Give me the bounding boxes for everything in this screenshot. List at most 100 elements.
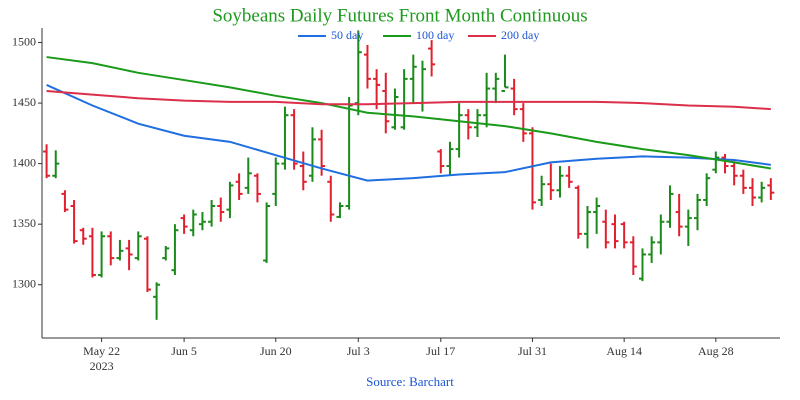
ohlc-bar [666,185,674,228]
x-tick-label: Jul 17 [426,344,455,358]
ohlc-bar [638,248,646,282]
ohlc-bar [748,178,756,207]
x-year-label: 2023 [90,359,114,373]
x-tick-label: Aug 14 [606,344,642,358]
ohlc-bar [492,72,500,104]
ohlc-bar [171,224,179,276]
ohlc-bar [88,227,96,278]
ohlc-bar [244,157,252,194]
ohlc-bar [391,88,399,130]
x-tick-label: Jul 3 [347,344,370,358]
ohlc-bar [143,236,151,292]
ohlc-bar [501,54,509,92]
ohlc-bar [98,231,106,278]
ohlc-bar [620,221,628,249]
ohlc-bar [272,157,280,207]
ohlc-bar [253,173,261,203]
ohlc-bar [198,212,206,231]
y-tick-label: 1300 [12,276,36,290]
ohlc-bar [134,231,142,261]
ohlc-bar [437,149,445,174]
ohlc-bar [180,214,188,234]
ohlc-bar [712,151,720,174]
ohlc-bar [602,209,610,249]
ohlc-bar [43,144,51,179]
ohlc-bar [547,163,555,200]
ohlc-bar [428,40,436,77]
ohlc-bar [235,173,243,200]
ohlc-bar [354,30,362,116]
ohlc-bar [767,178,775,200]
ohlc-bar [363,44,371,89]
ohlc-bar [263,202,271,263]
ohlc-bar [153,282,161,320]
ohlc-bar [721,153,729,174]
ohlc-bar [583,206,591,249]
ohlc-bar [510,78,518,116]
ohlc-bar [107,231,115,266]
ohlc-bar [538,175,546,207]
ohlc-bar [281,106,289,170]
ma-line [46,84,771,182]
ohlc-bar [455,103,463,158]
ohlc-bar [327,175,335,222]
ohlc-bar [675,193,683,237]
ohlc-bar [162,245,170,261]
ohlc-bar [629,236,637,276]
y-tick-label: 1450 [12,95,36,109]
ohlc-bar [574,185,582,239]
x-tick-label: Jun 20 [260,344,292,358]
ohlc-bar [519,103,527,142]
ohlc-bar [758,181,766,203]
ohlc-bar [125,239,133,271]
legend-label: 200 day [501,28,539,42]
ohlc-bar [217,197,225,222]
ohlc-bar [556,166,564,198]
ohlc-bar [336,202,344,219]
ohlc-bar [483,72,491,128]
x-tick-label: Aug 28 [698,344,734,358]
ohlc-bar [299,151,307,191]
ohlc-bar [52,150,60,179]
ohlc-bar [208,199,216,227]
ohlc-bar [611,214,619,249]
ohlc-bar [528,127,536,210]
chart-title: Soybeans Daily Futures Front Month Conti… [212,5,587,26]
ohlc-bar [116,239,124,261]
ohlc-bar [565,166,573,188]
ohlc-bar [226,181,234,219]
y-tick-label: 1350 [12,216,36,230]
ohlc-bar [345,97,353,210]
ohlc-bar [400,69,408,130]
x-tick-label: Jun 5 [171,344,197,358]
ohlc-bar [657,214,665,255]
legend-label: 50 day [331,28,363,42]
x-tick-label: Jul 31 [518,344,547,358]
source-note: Source: Barchart [366,374,454,389]
ohlc-bar [684,209,692,246]
ohlc-bar [446,141,454,176]
y-tick-label: 1500 [12,34,36,48]
x-tick-label: May 22 [83,344,120,358]
ohlc-bar [703,173,711,207]
ohlc-bar [693,193,701,231]
ohlc-bar [418,60,426,112]
ohlc-bar [648,236,656,263]
ohlc-bar [464,109,472,140]
ohlc-bar [70,199,78,244]
y-tick-label: 1400 [12,155,36,169]
ohlc-bar [730,161,738,186]
legend-label: 100 day [416,28,454,42]
ohlc-bar [308,127,316,182]
ohlc-bar [189,209,197,237]
ma-line [46,56,771,170]
ohlc-bar [739,169,747,194]
ohlc-bar [79,227,87,245]
ohlc-bar [61,190,69,213]
ma-line [46,89,771,111]
ohlc-bar [593,197,601,234]
ohlc-bar [409,54,417,104]
ohlc-bar [373,69,381,110]
